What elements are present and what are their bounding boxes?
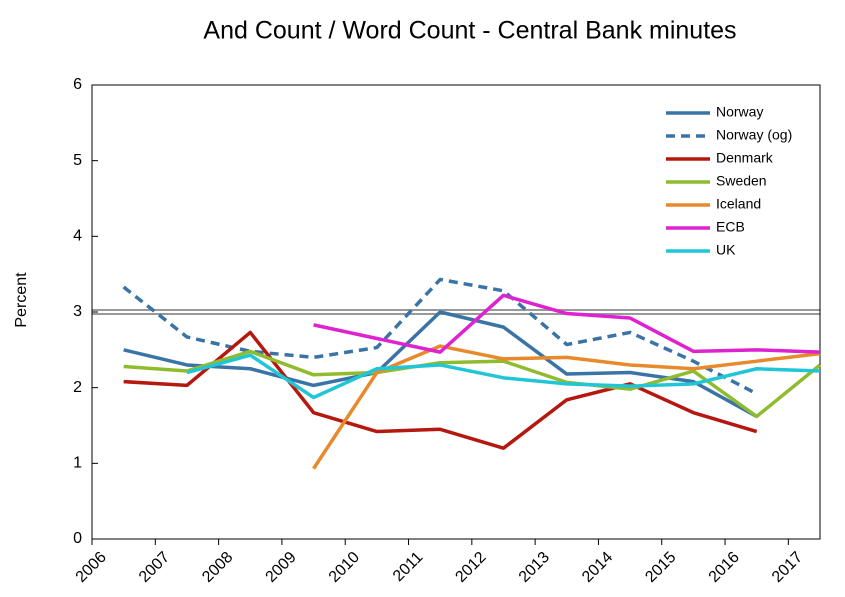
x-tick-label: 2014 xyxy=(579,549,616,586)
series-line xyxy=(123,330,758,450)
series-line xyxy=(123,310,758,418)
x-tick-label: 2016 xyxy=(706,549,743,586)
y-tick-label: 0 xyxy=(73,530,82,547)
y-tick-label: 5 xyxy=(73,152,82,169)
series-line xyxy=(312,344,821,470)
y-tick-label: 3 xyxy=(73,303,82,320)
series-line xyxy=(123,349,822,419)
y-tick-label: 1 xyxy=(73,455,82,472)
y-tick-label: 2 xyxy=(73,379,82,396)
legend-label: Iceland xyxy=(716,196,761,212)
x-tick-label: 2012 xyxy=(452,549,489,586)
legend-label: Norway xyxy=(716,104,763,120)
plot-frame xyxy=(91,84,821,540)
series-line xyxy=(186,353,821,400)
legend-label: ECB xyxy=(716,219,745,235)
x-tick-label: 2015 xyxy=(642,549,679,586)
x-tick-label: 2007 xyxy=(136,549,173,586)
x-tick-label: 2011 xyxy=(390,549,426,585)
x-tick-label: 2008 xyxy=(199,549,236,586)
x-tick-label: 2006 xyxy=(73,549,110,586)
legend-label: Sweden xyxy=(716,173,767,189)
series-line xyxy=(313,293,821,354)
x-tick-label: 2017 xyxy=(769,549,806,586)
legend-label: UK xyxy=(716,242,736,258)
legend-label: Denmark xyxy=(716,150,774,166)
x-tick-label: 2013 xyxy=(516,549,553,586)
y-axis-label: Percent xyxy=(13,272,30,328)
x-tick-label: 2009 xyxy=(263,549,300,586)
y-tick-label: 6 xyxy=(73,76,82,93)
legend-label: Norway (og) xyxy=(716,127,792,143)
x-tick-label: 2010 xyxy=(326,549,363,586)
y-tick-label: 4 xyxy=(73,228,82,245)
series-line xyxy=(122,277,758,396)
chart-title: And Count / Word Count - Central Bank mi… xyxy=(203,17,736,45)
